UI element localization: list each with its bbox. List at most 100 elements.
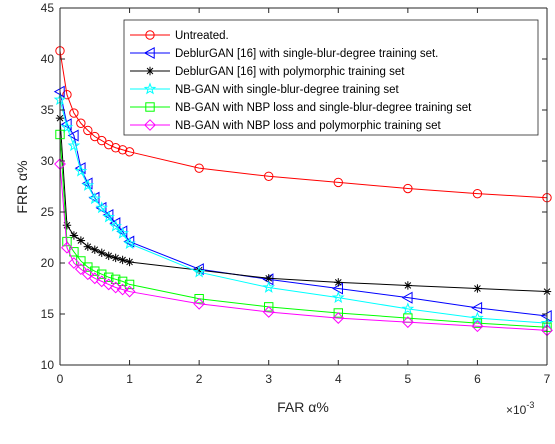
legend-box: [123, 19, 539, 136]
legend-label: NB-GAN with single-blur-degree training …: [175, 84, 400, 96]
data-point: [472, 318, 483, 328]
x-tick-label: 5: [405, 372, 412, 386]
series-line: [59, 164, 548, 331]
data-point: [109, 281, 122, 294]
data-point: [62, 221, 72, 230]
data-point: [62, 90, 72, 100]
data-point: [95, 275, 108, 288]
data-point: [97, 269, 107, 279]
legend-entry: DeblurGAN [16] with polymorphic training…: [130, 66, 405, 78]
data-point: [109, 219, 122, 232]
legend-entry: NB-GAN with single-blur-degree training …: [130, 82, 400, 96]
data-point: [90, 245, 99, 254]
x-axis-multiplier: ×10-3: [506, 400, 534, 417]
data-point: [124, 279, 135, 290]
x-tick-label: 1: [126, 372, 133, 386]
series-layer: [53, 46, 554, 337]
y-tick-label: 10: [41, 358, 55, 372]
x-tick-label: 4: [335, 372, 342, 386]
data-point: [262, 306, 275, 318]
data-point: [123, 236, 136, 249]
x-multiplier-exponent: -3: [526, 400, 534, 410]
legend-marker: [145, 102, 155, 112]
data-point: [334, 278, 343, 287]
data-point: [67, 139, 81, 152]
x-tick-label: 7: [544, 372, 551, 386]
legend-marker: [144, 119, 156, 131]
x-axis-label: FAR α%: [277, 399, 329, 415]
data-point: [192, 265, 206, 278]
x-tick-label: 6: [474, 372, 481, 386]
data-point: [403, 281, 413, 290]
data-point: [124, 147, 135, 157]
data-point: [117, 145, 128, 155]
series-4: [55, 129, 552, 332]
series-line: [59, 99, 548, 324]
data-point: [401, 302, 415, 315]
series-3: [53, 93, 554, 329]
y-tick-label: 15: [41, 307, 55, 321]
data-point: [102, 210, 116, 223]
y-tick-label: 35: [41, 103, 55, 117]
data-point: [401, 316, 414, 329]
data-point: [123, 285, 136, 298]
data-point: [60, 120, 74, 133]
data-point: [110, 274, 121, 285]
data-point: [117, 276, 128, 287]
data-point: [194, 294, 204, 304]
x-tick-label: 3: [265, 372, 272, 386]
data-point: [90, 131, 100, 142]
data-point: [118, 255, 127, 265]
legend-entry: Untreated.: [130, 30, 229, 42]
data-point: [74, 263, 87, 276]
data-point: [193, 297, 206, 310]
data-point: [333, 177, 343, 188]
series-line: [59, 134, 548, 328]
legend-entry: NB-GAN with NBP loss and polymorphic tra…: [130, 119, 441, 132]
data-point: [104, 251, 113, 261]
data-point: [74, 164, 88, 177]
series-line: [59, 91, 548, 317]
data-point: [403, 183, 413, 194]
data-point: [331, 291, 345, 304]
data-point: [472, 188, 483, 199]
data-point: [262, 280, 276, 293]
data-point: [83, 125, 93, 136]
data-point: [102, 278, 115, 291]
data-point: [76, 236, 86, 245]
legend: Untreated. DeblurGAN [16] with single-blu…: [123, 19, 539, 136]
data-point: [332, 312, 345, 324]
data-point: [471, 320, 484, 333]
legend-label: NB-GAN with NBP loss and polymorphic tra…: [175, 120, 441, 132]
data-point: [67, 129, 79, 142]
legend-label: DeblurGAN [16] with single-blur-degree t…: [175, 48, 438, 60]
data-point: [95, 201, 109, 214]
data-point: [88, 272, 101, 285]
legend-entry: DeblurGAN [16] with single-blur-degree t…: [130, 46, 438, 60]
data-point: [111, 253, 120, 263]
data-point: [401, 291, 413, 304]
data-point: [83, 242, 93, 251]
data-point: [116, 283, 129, 296]
legend-label: Untreated.: [175, 30, 229, 42]
y-tick-label: 45: [41, 1, 55, 15]
data-point: [61, 241, 73, 254]
data-point: [104, 272, 114, 282]
data-point: [81, 268, 94, 281]
data-point: [471, 301, 483, 314]
y-tick-label: 20: [41, 256, 55, 270]
y-tick-label: 30: [41, 154, 55, 168]
x-tick-label: 0: [57, 372, 64, 386]
axes-layer: [59, 7, 548, 366]
legend-entry: NB-GAN with NBP loss and single-blur-deg…: [130, 102, 472, 114]
data-point: [97, 248, 106, 257]
legend-items: Untreated. DeblurGAN [16] with single-blu…: [130, 30, 472, 132]
legend-marker: [145, 30, 155, 40]
series-5: [54, 158, 553, 337]
legend-label: DeblurGAN [16] with polymorphic training…: [175, 66, 405, 78]
data-point: [97, 135, 107, 146]
y-tick-label: 40: [41, 52, 55, 66]
data-point: [264, 302, 274, 312]
